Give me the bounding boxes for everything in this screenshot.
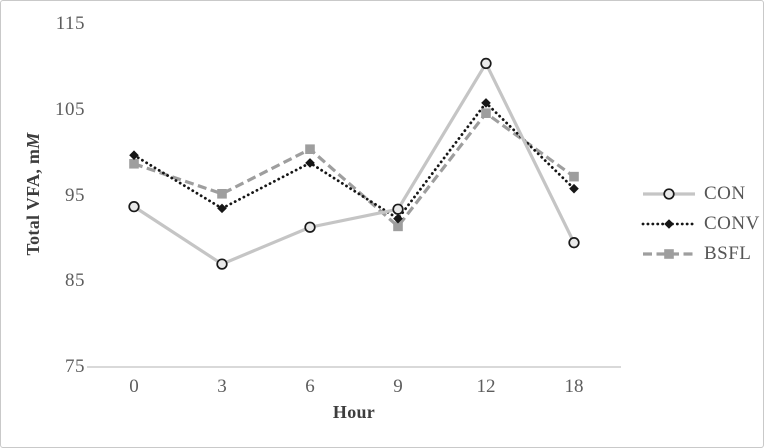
x-tick-label: 18 <box>564 376 584 397</box>
con-circle-marker <box>216 258 228 270</box>
legend-label-con: CON <box>704 183 746 204</box>
x-axis-title: Hour <box>332 402 376 422</box>
x-tick-label: 12 <box>476 376 496 397</box>
conv-diamond-marker <box>481 98 491 108</box>
legend-label-conv: CONV <box>704 213 760 234</box>
con-circle-marker <box>304 221 316 233</box>
y-axis-title-text: Total VFA, m <box>23 148 43 256</box>
bsfl-square-marker <box>481 108 491 118</box>
conv-diamond-marker <box>569 183 579 194</box>
legend-item-con: CON <box>641 179 760 209</box>
conv-diamond-marker <box>393 213 403 224</box>
conv-diamond-marker <box>129 150 139 160</box>
x-tick-label: 9 <box>393 376 403 397</box>
y-tick-label: 105 <box>55 98 85 120</box>
bsfl-square-marker <box>569 171 579 182</box>
con-circle-marker <box>480 57 492 70</box>
conv-diamond-marker <box>217 203 227 214</box>
con-circle-marker <box>128 200 140 213</box>
x-tick-label: 0 <box>129 376 139 397</box>
y-tick-label: 95 <box>65 184 85 206</box>
bsfl-square-marker <box>217 188 227 199</box>
y-tick-label: 85 <box>65 270 85 292</box>
con-circle-marker <box>392 203 404 215</box>
legend-label-bsfl: BSFL <box>704 243 752 264</box>
y-axis-title: Total VFA, mM <box>23 94 45 294</box>
con-line <box>133 60 576 266</box>
bsfl-square-marker <box>305 144 315 154</box>
conv-diamond-marker <box>305 158 315 168</box>
x-tick-label: 3 <box>217 376 227 397</box>
legend-item-bsfl: BSFL <box>641 239 760 269</box>
y-axis-title-italic-unit: M <box>23 132 43 149</box>
con-circle-marker <box>568 237 580 249</box>
y-tick-label: 115 <box>55 13 85 34</box>
bsfl-square-marker <box>129 158 139 169</box>
y-tick-label: 75 <box>65 356 85 377</box>
bsfl-line <box>133 110 575 229</box>
conv-diamond-marker <box>664 219 674 229</box>
con-line-marker-swatch <box>643 188 695 200</box>
bsfl-square-marker <box>664 249 674 259</box>
legend-item-conv: CONV <box>641 209 760 239</box>
bsfl-line-marker-swatch <box>643 249 695 259</box>
x-tick-label: 6 <box>305 376 315 397</box>
bsfl-square-marker <box>393 221 403 232</box>
con-circle-marker <box>663 188 675 200</box>
conv-line-marker-swatch <box>641 219 697 229</box>
legend: CON CONV BSFL <box>641 179 760 269</box>
conv-line <box>132 100 576 221</box>
